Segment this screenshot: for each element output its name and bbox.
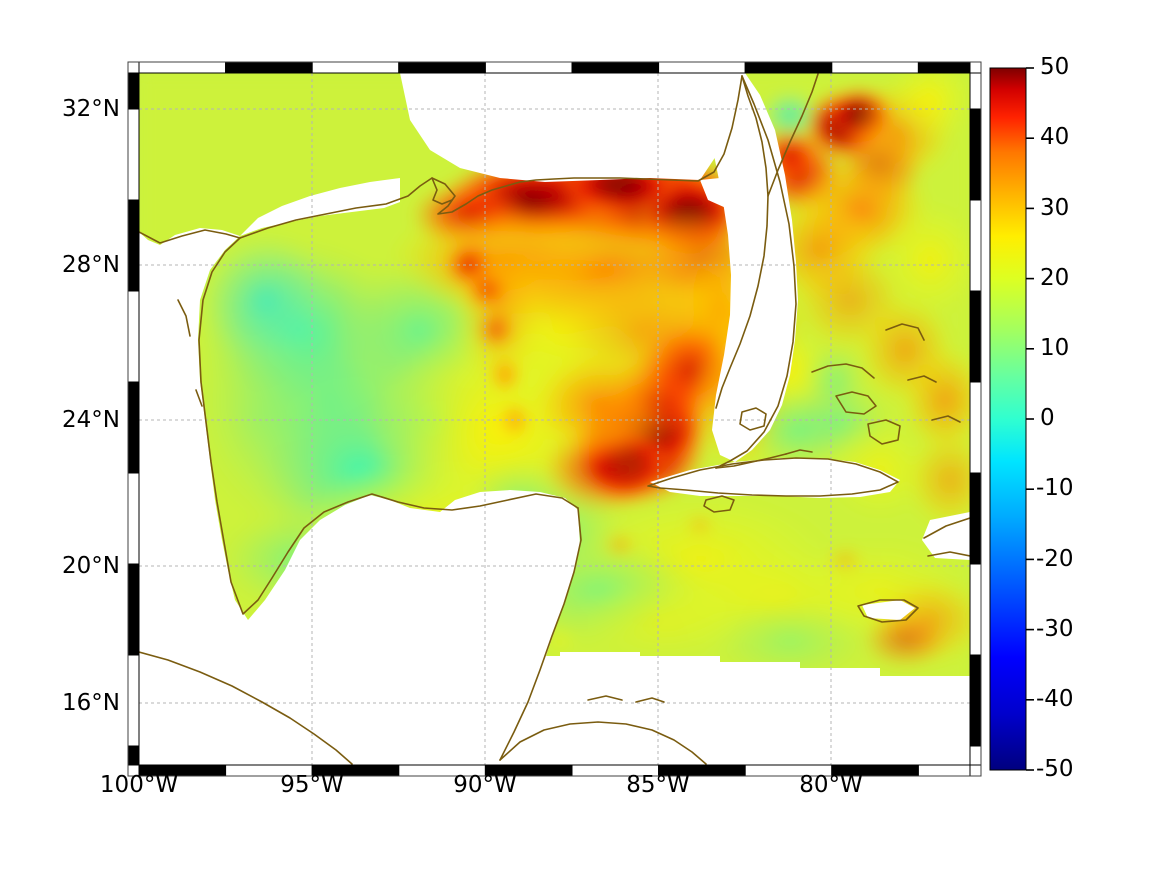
colorbar-tick-label-10: 10 (1040, 335, 1070, 361)
colorbar-tick-label-50: 50 (1040, 54, 1070, 80)
x-tick-label-95W: 95°W (280, 772, 344, 798)
colorbar-tick-label-0: 0 (1040, 405, 1055, 431)
colorbar-tick-label-minus40: -40 (1036, 686, 1074, 712)
x-tick-label-80W: 80°W (799, 772, 863, 798)
y-tick-label-28N: 28°N (62, 252, 120, 278)
x-tick-label-90W: 90°W (453, 772, 517, 798)
frame-top (138, 61, 971, 74)
y-tick-label-16N: 16°N (62, 690, 120, 716)
y-tick-label-24N: 24°N (62, 407, 120, 433)
colorbar-tick-label-minus20: -20 (1036, 546, 1074, 572)
colorbar-tick-label-minus30: -30 (1036, 616, 1074, 642)
x-tick-label-100W: 100°W (99, 772, 179, 798)
land-and-nodata-mask (139, 73, 970, 765)
graticule (139, 73, 970, 765)
map-frame (127, 61, 982, 777)
colorbar-tick-label-30: 30 (1040, 195, 1070, 221)
coastlines (139, 73, 970, 765)
colorbar-ticks (1026, 67, 1034, 771)
frame-bottom (138, 764, 971, 777)
y-tick-label-20N: 20°N (62, 553, 120, 579)
frame-left (127, 72, 140, 766)
colorbar-tick-label-20: 20 (1040, 265, 1070, 291)
x-tick-label-85W: 85°W (626, 772, 690, 798)
colorbar[interactable] (989, 67, 1034, 771)
colorbar-tick-label-minus50: -50 (1036, 756, 1074, 782)
colorbar-tick-label-minus10: -10 (1036, 475, 1074, 501)
colorbar-tick-label-40: 40 (1040, 124, 1070, 150)
frame-right (969, 72, 982, 766)
y-tick-label-32N: 32°N (62, 96, 120, 122)
